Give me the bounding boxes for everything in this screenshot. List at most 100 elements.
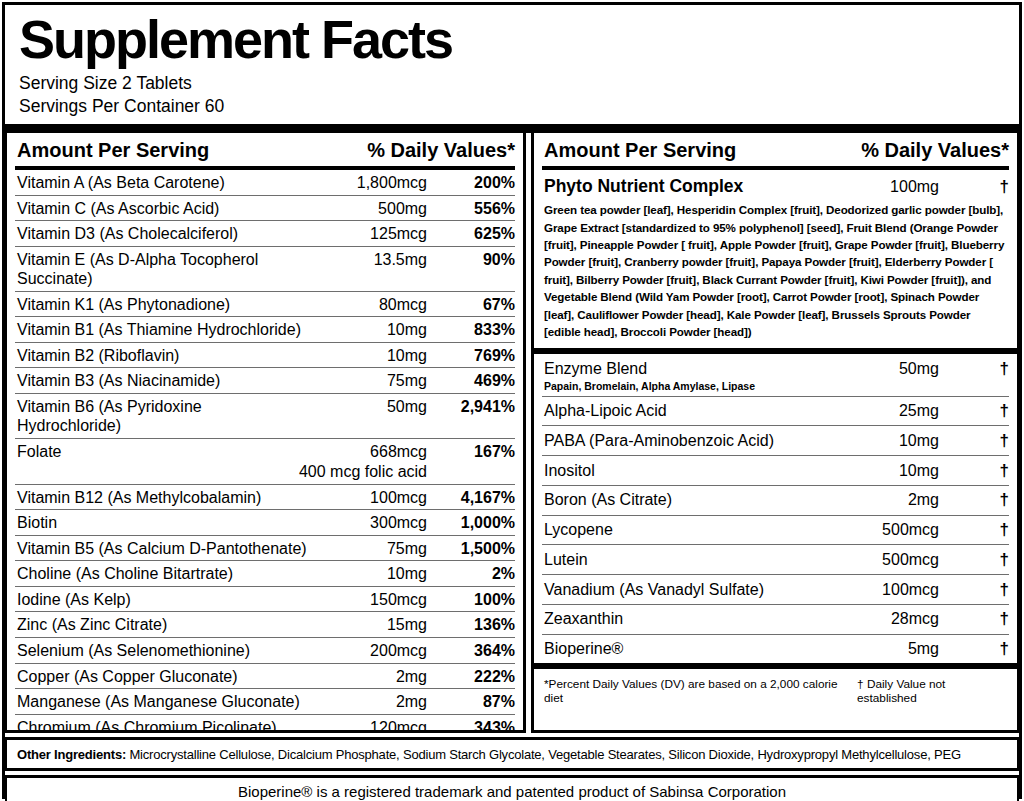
- nutrient-name: Selenium (As Selenomethionine): [17, 641, 309, 661]
- nutrient-row: Zinc (As Zinc Citrate)15mg136%: [15, 612, 515, 638]
- nutrient-row: Bioperine®5mg†: [542, 635, 1009, 664]
- nutrient-name: Biotin: [17, 513, 309, 533]
- nutrient-row: Enzyme Blend50mg†Papain, Bromelain, Alph…: [542, 354, 1009, 396]
- dagger-symbol: †: [939, 609, 1009, 630]
- daily-values-header: % Daily Values*: [861, 139, 1009, 162]
- nutrient-subtext: 400 mcg folic acid: [17, 461, 427, 482]
- nutrient-amount: 125mcg: [309, 224, 427, 244]
- nutrient-row: Vitamin E (As D-Alpha Tocopherol Succina…: [15, 247, 515, 292]
- nutrient-amount: 80mcg: [309, 295, 427, 315]
- dagger-symbol: †: [939, 431, 1009, 452]
- dagger-symbol: †: [939, 520, 1009, 541]
- nutrient-amount: 13.5mg: [309, 250, 427, 270]
- nutrient-name: Vitamin K1 (As Phytonadione): [17, 295, 309, 315]
- nutrient-amount: 1,800mcg: [309, 173, 427, 193]
- nutrient-amount: 120mcg: [309, 718, 427, 734]
- nutrient-amount: 10mg: [831, 461, 939, 481]
- nutrient-amount: 28mcg: [831, 609, 939, 629]
- nutrient-amount: 500mcg: [831, 550, 939, 570]
- nutrient-daily-value: 4,167%: [427, 488, 515, 508]
- nutrient-row: Vitamin K1 (As Phytonadione)80mcg67%: [15, 292, 515, 318]
- footnotes: *Percent Daily Values (DV) are based on …: [542, 669, 1009, 705]
- serving-size: Serving Size 2 Tablets: [19, 72, 1005, 95]
- header-divider-bar: [5, 124, 1019, 133]
- nutrient-daily-value: 556%: [427, 199, 515, 219]
- right-column-header: Amount Per Serving % Daily Values*: [542, 133, 1009, 170]
- dagger-symbol: †: [939, 401, 1009, 422]
- dv-not-established-footnote: † Daily Value not established: [857, 677, 1007, 705]
- nutrient-amount: 75mg: [309, 371, 427, 391]
- nutrient-amount: 15mg: [309, 615, 427, 635]
- nutrient-amount: 5mg: [831, 639, 939, 659]
- nutrient-name: Zinc (As Zinc Citrate): [17, 615, 309, 635]
- percent-dv-footnote: *Percent Daily Values (DV) are based on …: [544, 677, 857, 705]
- nutrient-amount: 25mg: [831, 401, 939, 421]
- nutrient-row: Vitamin B12 (As Methylcobalamin)100mcg4,…: [15, 485, 515, 511]
- nutrient-row: Vitamin B5 (As Calcium D-Pantothenate)75…: [15, 536, 515, 562]
- vitamins-rows: Vitamin A (As Beta Carotene)1,800mcg200%…: [15, 170, 515, 733]
- nutrient-daily-value: 1,500%: [427, 539, 515, 559]
- other-ingredients-label: Other Ingredients:: [17, 747, 126, 762]
- nutrient-name: Lycopene: [544, 520, 831, 540]
- nutrient-name: Vitamin D3 (As Cholecalciferol): [17, 224, 309, 244]
- nutrient-amount: 100mcg: [309, 488, 427, 508]
- nutrient-row: Vitamin C (As Ascorbic Acid)500mg556%: [15, 196, 515, 222]
- nutrient-daily-value: 469%: [427, 371, 515, 391]
- nutrient-amount: 100mcg: [831, 580, 939, 600]
- nutrient-amount: 75mg: [309, 539, 427, 559]
- nutrient-daily-value: 222%: [427, 667, 515, 687]
- nutrient-row: Vitamin D3 (As Cholecalciferol)125mcg625…: [15, 221, 515, 247]
- phyto-complex-row: Phyto Nutrient Complex 100mg †: [542, 170, 1009, 200]
- nutrient-name: Manganese (As Manganese Gluconate): [17, 692, 309, 712]
- nutrient-name: Phyto Nutrient Complex: [544, 176, 831, 197]
- nutrient-name: Lutein: [544, 550, 831, 570]
- nutrient-row: Boron (As Citrate)2mg†: [542, 486, 1009, 516]
- nutrient-amount: 10mg: [309, 346, 427, 366]
- nutrient-name: Vitamin C (As Ascorbic Acid): [17, 199, 309, 219]
- vitamins-column: Amount Per Serving % Daily Values* Vitam…: [5, 133, 526, 733]
- nutrient-row: Biotin300mcg1,000%: [15, 510, 515, 536]
- nutrient-amount: 500mcg: [831, 520, 939, 540]
- nutrient-row: Vitamin B6 (As Pyridoxine Hydrochloride)…: [15, 394, 515, 439]
- nutrient-daily-value: 136%: [427, 615, 515, 635]
- label-header: Supplement Facts Serving Size 2 Tablets …: [5, 5, 1019, 124]
- nutrient-row: Vitamin A (As Beta Carotene)1,800mcg200%: [15, 170, 515, 196]
- trademark-notice: Bioperine® is a registered trademark and…: [5, 775, 1019, 801]
- nutrient-amount: 10mg: [309, 564, 427, 584]
- nutrient-name: Vitamin B5 (As Calcium D-Pantothenate): [17, 539, 309, 559]
- nutrient-name: Vitamin B2 (Riboflavin): [17, 346, 309, 366]
- nutrient-daily-value: 67%: [427, 295, 515, 315]
- nutrient-amount: 2mg: [309, 667, 427, 687]
- facts-columns: Amount Per Serving % Daily Values* Vitam…: [5, 133, 1019, 733]
- dagger-symbol: †: [939, 550, 1009, 571]
- nutrient-daily-value: 343%: [427, 718, 515, 734]
- nutrient-row: Copper (As Copper Gluconate)2mg222%: [15, 664, 515, 690]
- other-ingredients-section: Other Ingredients: Microcrystalline Cell…: [5, 737, 1019, 771]
- nutrient-amount: 10mg: [831, 431, 939, 451]
- nutrient-name: Folate: [17, 442, 309, 462]
- nutrient-name: Vitamin B6 (As Pyridoxine Hydrochloride): [17, 397, 309, 436]
- nutrient-daily-value: 769%: [427, 346, 515, 366]
- phyto-complex-description: Green tea powder [leaf], Hesperidin Comp…: [542, 200, 1009, 348]
- nutrient-amount: 200mcg: [309, 641, 427, 661]
- nutrient-name: Iodine (As Kelp): [17, 590, 309, 610]
- dagger-symbol: †: [939, 359, 1009, 380]
- other-ingredients-text: Microcrystalline Cellulose, Dicalcium Ph…: [126, 747, 961, 762]
- nutrient-name: Zeaxanthin: [544, 609, 831, 629]
- nutrient-amount: 668mcg: [309, 442, 427, 462]
- nutrient-name: Boron (As Citrate): [544, 490, 831, 510]
- nutrient-row: Vanadium (As Vanadyl Sulfate)100mcg†: [542, 575, 1009, 605]
- nutrient-amount: 100mg: [831, 178, 939, 196]
- nutrient-name: Chromium (As Chromium Picolinate): [17, 718, 309, 734]
- nutrient-name: Vitamin B1 (As Thiamine Hydrochloride): [17, 320, 309, 340]
- dagger-symbol: †: [939, 580, 1009, 601]
- nutrient-daily-value: 87%: [427, 692, 515, 712]
- nutrient-row: Manganese (As Manganese Gluconate)2mg87%: [15, 689, 515, 715]
- nutrient-name: Alpha-Lipoic Acid: [544, 401, 831, 421]
- nutrient-row: Inositol10mg†: [542, 456, 1009, 486]
- nutrient-row: Vitamin B3 (As Niacinamide)75mg469%: [15, 368, 515, 394]
- amount-per-serving-header: Amount Per Serving: [544, 139, 736, 162]
- nutrient-daily-value: 2,941%: [427, 397, 515, 417]
- nutrient-daily-value: 167%: [427, 442, 515, 462]
- nutrient-row: Lycopene500mcg†: [542, 516, 1009, 546]
